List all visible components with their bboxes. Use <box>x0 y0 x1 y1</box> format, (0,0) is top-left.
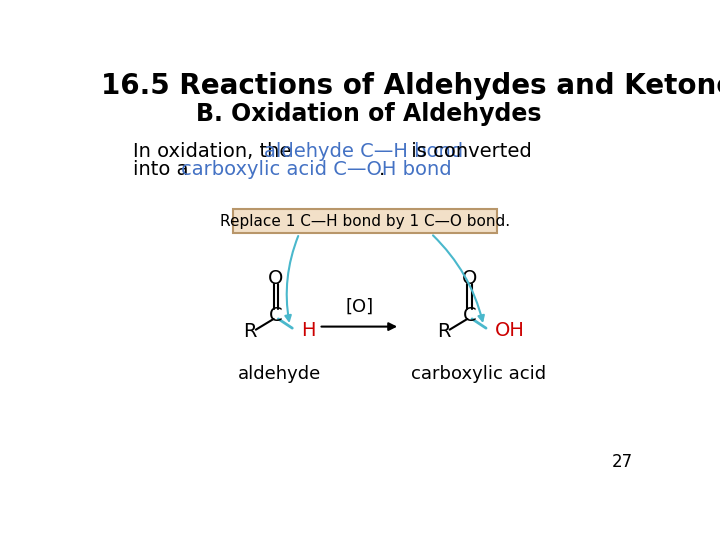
Text: 16.5 Reactions of Aldehydes and Ketones (3): 16.5 Reactions of Aldehydes and Ketones … <box>101 72 720 100</box>
Text: H: H <box>301 321 315 340</box>
Text: aldehyde C—H bond: aldehyde C—H bond <box>264 142 463 161</box>
Text: carboxylic acid C—OH bond: carboxylic acid C—OH bond <box>181 160 451 179</box>
Text: 27: 27 <box>611 454 632 471</box>
Text: In oxidation, the: In oxidation, the <box>132 142 297 161</box>
Text: OH: OH <box>495 321 524 340</box>
Text: O: O <box>462 268 477 288</box>
Text: R: R <box>243 322 256 341</box>
Text: is converted: is converted <box>405 142 531 161</box>
Text: Replace 1 C—H bond by 1 C—O bond.: Replace 1 C—H bond by 1 C—O bond. <box>220 214 510 230</box>
Text: carboxylic acid: carboxylic acid <box>412 365 546 383</box>
Text: .: . <box>379 160 384 179</box>
Text: C: C <box>463 306 477 325</box>
Text: O: O <box>269 268 284 288</box>
Text: R: R <box>436 322 450 341</box>
Text: [O]: [O] <box>346 298 374 316</box>
Text: aldehyde: aldehyde <box>238 365 322 383</box>
Text: B. Oxidation of Aldehydes: B. Oxidation of Aldehydes <box>197 102 541 126</box>
FancyBboxPatch shape <box>233 209 497 233</box>
Text: C: C <box>269 306 283 325</box>
Text: into a: into a <box>132 160 194 179</box>
